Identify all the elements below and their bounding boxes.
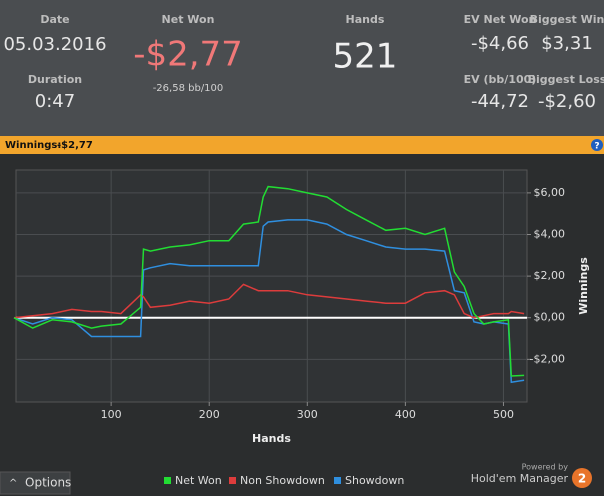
- banner-label: Winnings:: [5, 140, 61, 151]
- x-tick-label: 500: [493, 408, 514, 421]
- y-axis-label: Winnings: [577, 257, 590, 315]
- stat-sub: -26,58 bb/100: [153, 83, 224, 94]
- series-line: [13, 185, 525, 377]
- x-tick-label: 200: [199, 408, 220, 421]
- legend-swatch: [334, 477, 341, 484]
- stat-value: 05.03.2016: [3, 34, 106, 55]
- stat-value: 521: [333, 37, 398, 77]
- stat-value: $3,31: [541, 33, 593, 54]
- stat-label: Date: [40, 13, 69, 26]
- x-tick-label: 100: [101, 408, 122, 421]
- stat-label: Duration: [28, 73, 82, 86]
- brand-logo: [572, 468, 592, 488]
- help-icon[interactable]: [591, 139, 603, 151]
- y-tick-label: $0,00: [534, 311, 566, 324]
- x-tick-label: 400: [395, 408, 416, 421]
- stats-panel: [0, 0, 604, 136]
- options-label: Options: [25, 476, 71, 490]
- stat-value: -$4,66: [471, 33, 529, 54]
- stat-value: 0:47: [35, 91, 75, 112]
- plot-area: [15, 169, 528, 403]
- y-tick-label: $6,00: [534, 186, 566, 199]
- brand: Hold'em Manager: [471, 472, 569, 485]
- series-line: [13, 219, 525, 384]
- y-tick-label: $2,00: [534, 269, 566, 282]
- banner-value: -$2,77: [57, 140, 93, 151]
- help-glyph: ?: [594, 142, 599, 152]
- legend-label: Non Showdown: [240, 474, 325, 487]
- stat-label: EV Net Won: [464, 13, 537, 26]
- y-tick-label: -$2,00: [530, 352, 565, 365]
- banner: [0, 136, 604, 154]
- legend-label: Net Won: [175, 474, 222, 487]
- options-icon: ^: [9, 478, 17, 489]
- stat-value: -$2,77: [133, 35, 243, 75]
- powered-by: Powered by: [522, 463, 569, 472]
- stat-label: Biggest Win: [530, 13, 604, 26]
- stat-label: Net Won: [162, 13, 215, 26]
- legend-swatch: [164, 477, 171, 484]
- options-button[interactable]: [0, 471, 71, 495]
- stat-value: -$2,60: [538, 91, 596, 112]
- stat-label: Hands: [346, 13, 385, 26]
- legend-swatch: [229, 477, 236, 484]
- y-tick-label: $4,00: [534, 228, 566, 241]
- stat-value: -44,72: [471, 91, 529, 112]
- brand-logo-digit: 2: [578, 472, 586, 486]
- stat-label: Biggest Loss: [528, 73, 604, 86]
- series-line: [13, 283, 525, 319]
- stat-label: EV (bb/100): [464, 73, 537, 86]
- x-axis-label: Hands: [252, 432, 291, 445]
- x-tick-label: 300: [297, 408, 318, 421]
- legend-label: Showdown: [345, 474, 404, 487]
